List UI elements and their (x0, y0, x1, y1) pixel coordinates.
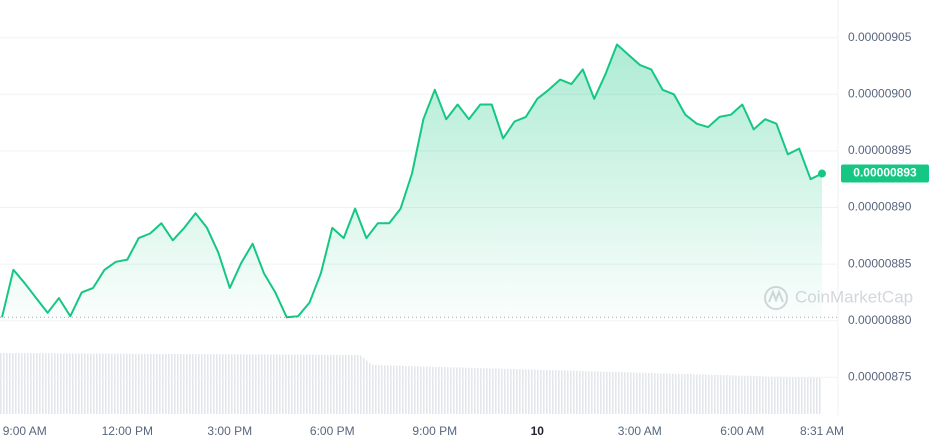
x-tick-label: 3:00 PM (207, 424, 252, 438)
x-tick-label: 9:00 PM (412, 424, 457, 438)
y-tick-label: 0.00000875 (848, 369, 912, 383)
x-tick-label: 3:00 AM (618, 424, 662, 438)
x-tick-label: 8:31 AM (800, 424, 844, 438)
watermark: CoinMarketCap (764, 286, 913, 310)
volume-bars (0, 353, 822, 414)
x-tick-label: 9:00 AM (3, 424, 47, 438)
y-tick-label: 0.00000895 (848, 143, 912, 157)
price-line (1, 43, 823, 318)
y-tick-label: 0.00000890 (848, 200, 912, 214)
x-tick-label: 12:00 PM (102, 424, 153, 438)
last-point (818, 169, 826, 178)
y-tick-label: 0.00000905 (848, 30, 912, 44)
watermark-text: CoinMarketCap (795, 287, 913, 306)
y-tick-label: 0.00000885 (848, 256, 912, 270)
y-tick-label: 0.00000900 (848, 86, 912, 100)
x-tick-label: 6:00 PM (310, 424, 355, 438)
price-area (2, 44, 822, 318)
x-tick-label: 6:00 AM (720, 424, 764, 438)
x-tick-label: 10 (531, 424, 545, 438)
price-badge (841, 164, 929, 183)
price-badge-label: 0.00000893 (853, 166, 917, 180)
y-tick-label: 0.00000880 (848, 313, 912, 327)
